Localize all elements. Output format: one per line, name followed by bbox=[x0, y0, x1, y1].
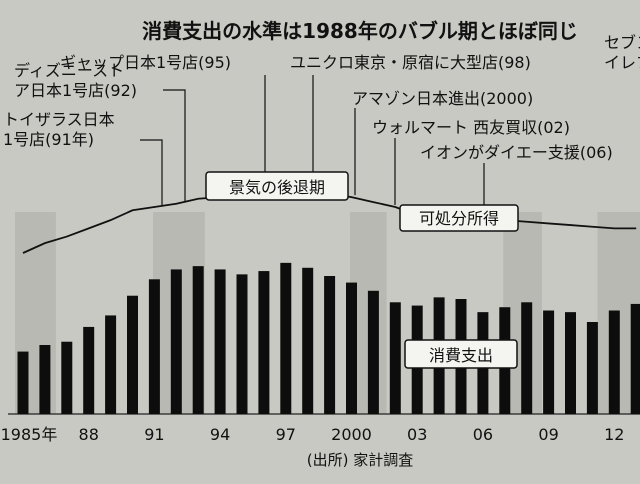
bar-1998 bbox=[302, 267, 314, 414]
annotation-label-5: ウォルマート 西友買収(02) bbox=[372, 118, 570, 137]
bar-1996 bbox=[258, 271, 270, 414]
chart-source: (出所) 家計調査 bbox=[307, 451, 413, 469]
bar-1999 bbox=[324, 276, 336, 414]
x-tick-0: 1985年 bbox=[1, 425, 58, 444]
bar-1985 bbox=[17, 351, 29, 414]
annotation-label-1-line1: ディズニースト bbox=[14, 61, 124, 80]
x-tick-9: 12 bbox=[604, 425, 624, 444]
bar-2012 bbox=[608, 310, 620, 414]
chart-title: 消費支出の水準は1988年のバブル期とほぼ同じ bbox=[142, 19, 578, 43]
annotation-label-0-line2: 1号店(91年) bbox=[3, 130, 94, 149]
bar-2011 bbox=[586, 322, 598, 414]
x-tick-2: 91 bbox=[144, 425, 164, 444]
bar-1986 bbox=[39, 345, 51, 414]
bars-layer bbox=[8, 262, 640, 415]
annotation-label-4: アマゾン日本進出(2000) bbox=[352, 89, 533, 108]
annotation-label-2: ギャップ日本1号店(95) bbox=[60, 53, 231, 72]
bar-1988 bbox=[83, 326, 95, 414]
annotation-leader-1 bbox=[163, 89, 186, 202]
bar-2008 bbox=[521, 302, 533, 414]
annotation-label-1-line2: ア日本1号店(92) bbox=[14, 81, 137, 100]
bar-2002 bbox=[389, 302, 401, 414]
x-tick-4: 97 bbox=[276, 425, 296, 444]
bar-1990 bbox=[127, 295, 138, 414]
x-tick-7: 06 bbox=[473, 425, 493, 444]
bar-2001 bbox=[367, 290, 379, 414]
consumption-label-box bbox=[404, 339, 518, 369]
x-tick-layer: 1985年 88 91 94 97 2000 03 06 09 12 bbox=[1, 425, 625, 444]
bar-2013 bbox=[630, 303, 640, 414]
income-series-label: 可処分所得 bbox=[419, 209, 499, 228]
annotation-label-0-line1: トイザラス日本 bbox=[3, 110, 115, 129]
consumption-series-label: 消費支出 bbox=[429, 346, 493, 365]
x-tick-8: 09 bbox=[538, 425, 558, 444]
bar-1993 bbox=[192, 266, 204, 414]
bar-1997 bbox=[280, 262, 292, 414]
x-tick-3: 94 bbox=[210, 425, 230, 444]
recession-label-box bbox=[205, 171, 349, 201]
annotation-label-7-line2: イレブン4兆円超(13) bbox=[604, 53, 640, 72]
bar-1994 bbox=[214, 269, 226, 414]
annotation-label-7-line1: セブン・ bbox=[604, 33, 640, 52]
bar-1991 bbox=[148, 279, 160, 414]
income-label-box bbox=[399, 204, 519, 232]
bar-2009 bbox=[543, 310, 555, 414]
bar-1989 bbox=[105, 315, 117, 414]
annotation-leader-0 bbox=[140, 139, 163, 205]
annotation-label-3: ユニクロ東京・原宿に大型店(98) bbox=[290, 53, 531, 72]
recession-label: 景気の後退期 bbox=[229, 178, 325, 197]
bar-2010 bbox=[565, 312, 576, 414]
bar-2000 bbox=[346, 282, 357, 414]
bar-1987 bbox=[61, 341, 73, 414]
x-tick-6: 03 bbox=[407, 425, 427, 444]
bar-1995 bbox=[236, 274, 248, 414]
annotation-label-6: イオンがダイエー支援(06) bbox=[420, 143, 613, 162]
x-tick-5: 2000 bbox=[331, 425, 372, 444]
bar-1992 bbox=[170, 269, 182, 414]
x-tick-1: 88 bbox=[79, 425, 99, 444]
